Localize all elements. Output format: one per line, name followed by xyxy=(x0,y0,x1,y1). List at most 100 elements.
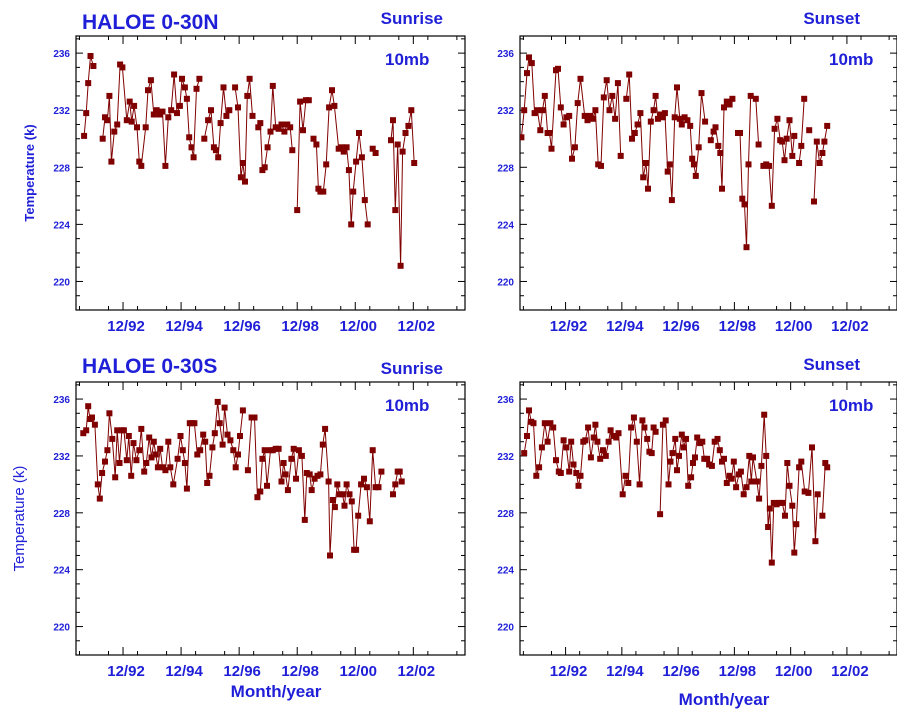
data-point xyxy=(116,460,123,466)
data-point xyxy=(282,471,289,478)
data-point xyxy=(176,102,183,109)
data-point xyxy=(343,144,350,151)
data-point xyxy=(821,138,828,145)
data-point xyxy=(689,155,696,162)
data-point xyxy=(569,155,575,162)
data-point xyxy=(779,499,786,506)
plot-frame xyxy=(519,381,897,656)
data-point xyxy=(798,142,805,149)
data-point xyxy=(750,454,756,461)
data-point xyxy=(530,420,537,427)
data-point xyxy=(695,144,702,151)
data-point xyxy=(305,97,312,104)
data-point xyxy=(669,450,676,457)
data-point xyxy=(209,444,216,451)
x-tick-label: 12/00 xyxy=(339,663,377,680)
data-point xyxy=(687,122,694,129)
data-point xyxy=(128,118,135,125)
data-point xyxy=(560,437,567,444)
data-point xyxy=(294,207,301,214)
data-point xyxy=(150,438,157,445)
data-point xyxy=(408,107,415,114)
data-point xyxy=(824,122,831,129)
data-point xyxy=(179,75,185,82)
data-point xyxy=(553,457,559,464)
data-point xyxy=(297,98,304,105)
data-point xyxy=(405,122,412,129)
data-point xyxy=(261,164,268,171)
data-point xyxy=(237,174,244,181)
data-point xyxy=(768,559,775,566)
data-point xyxy=(546,130,553,136)
data-point xyxy=(789,152,796,159)
data-point xyxy=(255,124,262,131)
data-point xyxy=(392,481,399,488)
data-point xyxy=(650,424,657,431)
data-point xyxy=(96,495,103,502)
data-point xyxy=(133,457,140,464)
data-point xyxy=(232,464,239,471)
data-point xyxy=(353,546,360,553)
data-point xyxy=(743,484,750,491)
data-point xyxy=(317,471,324,478)
data-point xyxy=(329,497,336,503)
data-point xyxy=(170,481,177,488)
data-point xyxy=(717,150,724,156)
data-point xyxy=(106,410,113,417)
data-point xyxy=(520,134,525,141)
data-point xyxy=(150,111,157,118)
x-tick-label: 12/94 xyxy=(165,663,203,680)
data-point xyxy=(719,185,725,192)
data-point xyxy=(710,128,717,135)
data-point xyxy=(114,427,121,434)
pressure-annotation: 10mb xyxy=(829,396,873,415)
data-point xyxy=(617,152,624,159)
data-point xyxy=(392,207,399,214)
data-point xyxy=(369,447,376,454)
data-point xyxy=(162,162,169,169)
x-axis-label: Month/year xyxy=(231,682,322,701)
data-point xyxy=(534,107,541,114)
data-point xyxy=(714,435,721,442)
data-point xyxy=(743,244,750,251)
data-point xyxy=(634,121,641,128)
series-1 xyxy=(80,398,405,559)
data-point xyxy=(104,447,111,454)
data-point xyxy=(353,158,360,165)
data-point xyxy=(269,82,276,89)
data-point xyxy=(782,512,788,519)
data-point xyxy=(104,117,111,124)
data-point xyxy=(138,162,145,169)
data-point xyxy=(345,167,352,174)
data-point xyxy=(783,135,790,142)
x-tick-label: 12/00 xyxy=(339,318,377,335)
data-point xyxy=(631,130,638,136)
pressure-annotation: 10mb xyxy=(385,50,429,69)
data-point xyxy=(142,124,149,131)
data-point xyxy=(254,494,261,501)
data-point xyxy=(220,84,227,91)
data-point xyxy=(215,154,222,161)
data-point xyxy=(822,460,829,466)
data-point xyxy=(183,95,190,102)
panel-corner-label: Sunrise xyxy=(381,9,443,28)
data-point xyxy=(575,482,582,489)
data-point xyxy=(284,487,291,494)
data-point xyxy=(148,454,155,461)
data-point xyxy=(323,161,330,168)
data-point xyxy=(661,110,668,117)
chart-panel-2: 220 224 228 232 236 12/92 12/94 12/96 12/98 12/00… xyxy=(497,9,897,335)
data-point xyxy=(721,104,727,111)
data-point xyxy=(639,417,646,424)
data-point xyxy=(154,464,161,471)
data-point xyxy=(372,150,379,156)
x-tick-label: 12/02 xyxy=(831,663,869,680)
chart-panel-3: 220 224 228 232 236 12/92 12/94 12/96 12/98 12/00… xyxy=(11,355,466,701)
data-point xyxy=(648,450,655,457)
data-point xyxy=(582,437,589,444)
data-point xyxy=(607,427,614,434)
data-point xyxy=(202,438,209,445)
data-point xyxy=(259,455,266,462)
data-point xyxy=(114,121,121,128)
